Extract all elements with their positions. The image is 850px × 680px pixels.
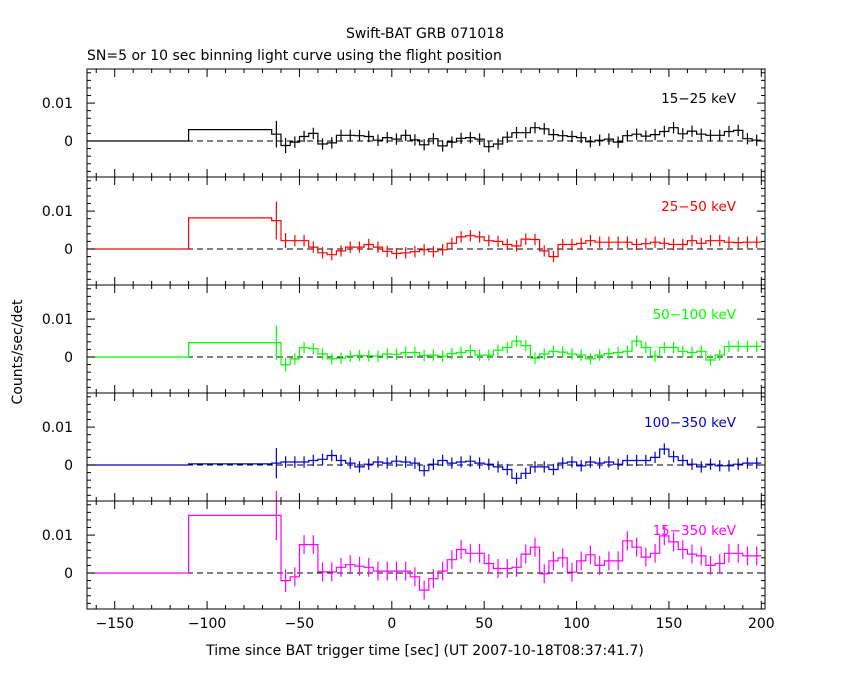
light-curve-steps	[87, 340, 762, 366]
x-axis-label: Time since BAT trigger time [sec] (UT 20…	[205, 643, 644, 659]
y-tick-label: 0.01	[42, 204, 73, 220]
light-curve-steps	[87, 448, 762, 479]
panel-5: 0 0.01 15−350 keV	[42, 490, 766, 610]
energy-band-label: 15−350 keV	[653, 523, 737, 539]
light-curve-steps	[87, 127, 762, 148]
x-tick-label: 0	[387, 616, 396, 632]
panel-frame	[86, 392, 766, 502]
energy-band-label: 50−100 keV	[653, 307, 737, 323]
y-tick-label: 0	[64, 242, 73, 258]
panels-group: 0 0.01 15−25 keV 0 0.01 25−50 keV 0 0.01 50−100 …	[42, 68, 775, 632]
y-axis-label: Counts/sec/det	[10, 299, 26, 404]
energy-band-label: 25−50 keV	[661, 199, 737, 215]
panel-3: 0 0.01 50−100 keV	[42, 284, 766, 394]
panel-frame	[86, 500, 766, 610]
x-tick-label: −150	[95, 616, 133, 632]
x-tick-label: 200	[748, 616, 775, 632]
panel-frame	[86, 68, 766, 178]
panel-frame	[86, 284, 766, 394]
y-tick-label: 0	[64, 350, 73, 366]
panel-4: 0 0.01 100−350 keV	[42, 392, 766, 502]
energy-band-label: 15−25 keV	[661, 91, 737, 107]
x-tick-label: −100	[188, 616, 226, 632]
panel-2: 0 0.01 25−50 keV	[42, 176, 766, 286]
y-tick-label: 0	[64, 566, 73, 582]
y-tick-label: 0.01	[42, 312, 73, 328]
panel-1: 0 0.01 15−25 keV	[42, 68, 766, 178]
light-curve-steps	[87, 514, 762, 591]
x-tick-label: 150	[656, 616, 683, 632]
x-tick-label: 100	[563, 616, 590, 632]
y-tick-label: 0	[64, 134, 73, 150]
x-tick-label: 50	[475, 616, 493, 632]
y-tick-label: 0	[64, 458, 73, 474]
x-tick-label: −50	[285, 616, 315, 632]
y-tick-label: 0.01	[42, 528, 73, 544]
y-tick-label: 0.01	[42, 420, 73, 436]
chart-subtitle: SN=5 or 10 sec binning light curve using…	[87, 48, 502, 64]
y-tick-label: 0.01	[42, 96, 73, 112]
energy-band-label: 100−350 keV	[644, 415, 737, 431]
chart-title: Swift-BAT GRB 071018	[346, 26, 504, 42]
